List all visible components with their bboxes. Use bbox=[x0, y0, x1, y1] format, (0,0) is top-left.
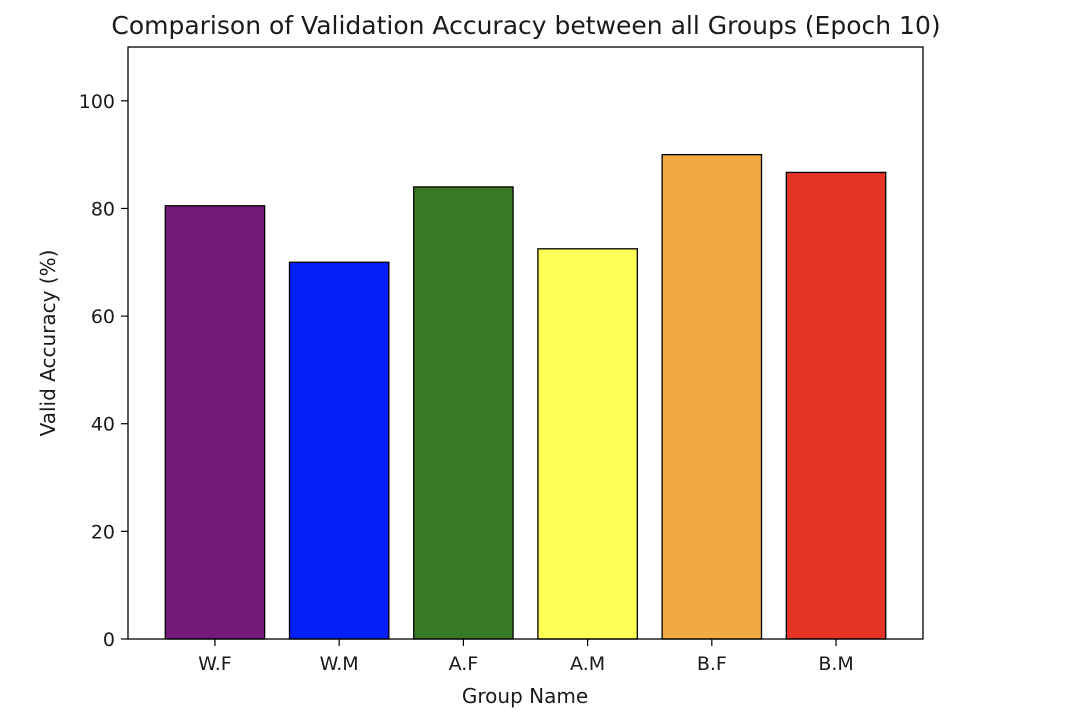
x-tick-label: A.F bbox=[449, 653, 479, 675]
x-axis-label: Group Name bbox=[462, 684, 588, 708]
bar-b-f bbox=[661, 153, 763, 640]
x-tick-label: W.F bbox=[198, 653, 232, 675]
chart-title: Comparison of Validation Accuracy betwee… bbox=[111, 11, 940, 40]
x-tick-label: W.M bbox=[320, 653, 359, 675]
bar-a-f bbox=[413, 186, 514, 640]
y-tick-label: 100 bbox=[79, 91, 115, 113]
bar-a-m bbox=[537, 248, 638, 640]
x-tick-label: A.M bbox=[570, 653, 605, 675]
y-axis-label: Valid Accuracy (%) bbox=[36, 250, 60, 437]
plot-frame bbox=[127, 46, 924, 640]
x-tick-label: B.F bbox=[697, 653, 727, 675]
x-tick-label: B.M bbox=[818, 653, 853, 675]
bar-w-m bbox=[288, 261, 390, 640]
y-axis: 0 20 40 60 80 100 bbox=[79, 91, 128, 651]
x-axis: W.F W.M A.F A.M B.F B.M bbox=[198, 639, 854, 675]
y-tick-label: 20 bbox=[91, 521, 115, 543]
bar-b-m bbox=[785, 171, 887, 640]
y-tick-label: 60 bbox=[91, 306, 115, 328]
bars-layer bbox=[164, 153, 887, 640]
y-tick-label: 80 bbox=[91, 198, 115, 220]
y-tick-label: 40 bbox=[91, 414, 115, 436]
bar-w-f bbox=[164, 205, 266, 640]
y-tick-label: 0 bbox=[103, 629, 115, 651]
